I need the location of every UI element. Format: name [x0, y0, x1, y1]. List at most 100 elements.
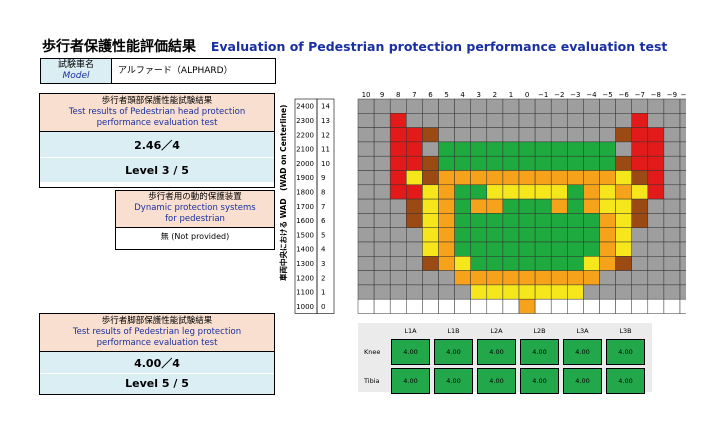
- grid-cell: [486, 213, 504, 228]
- grid-wad-label: 1500: [296, 231, 314, 239]
- grid-cell: [663, 170, 681, 186]
- leg-col-header: L3A: [576, 327, 589, 335]
- grid-cell: [389, 227, 407, 243]
- grid-cell: [357, 256, 375, 271]
- grid-cell: [534, 113, 552, 128]
- grid-cell: [389, 256, 407, 271]
- grid-cell: [550, 284, 568, 300]
- grid-cell: [422, 170, 439, 186]
- grid-cell: [647, 213, 665, 228]
- grid-col-label: 6: [428, 91, 433, 99]
- grid-cell: [502, 184, 520, 200]
- leg-col-header: L3B: [619, 327, 632, 335]
- grid-cell: [550, 155, 568, 171]
- grid-cell: [422, 298, 439, 314]
- grid-cell: [373, 213, 391, 228]
- grid-cell: [615, 213, 632, 228]
- grid-cell: [615, 141, 632, 157]
- grid-cell: [502, 127, 520, 143]
- title-en: Evaluation of Pedestrian protection perf…: [210, 39, 668, 54]
- grid-col-label: −1: [538, 91, 548, 99]
- grid-cell: [389, 213, 407, 228]
- grid-cell: [567, 227, 584, 243]
- grid-cell: [486, 256, 504, 271]
- grid-cell: [422, 155, 439, 171]
- grid-cell: [406, 155, 423, 171]
- grid-cell: [422, 184, 439, 200]
- grid-cell: [438, 256, 455, 271]
- leg-cell: 4.00: [477, 368, 516, 394]
- dynamic-protection-value: 無 (Not provided): [160, 232, 230, 241]
- grid-col-label: −10: [681, 91, 686, 99]
- grid-col-label: −8: [651, 91, 661, 99]
- grid-cell: [679, 184, 686, 200]
- grid-cell: [422, 284, 439, 300]
- grid-cell: [486, 155, 504, 171]
- grid-cell: [663, 298, 681, 314]
- grid-cell: [599, 184, 616, 200]
- grid-cell: [454, 141, 471, 157]
- grid-cell: [438, 298, 455, 314]
- grid-row-column: [316, 98, 335, 314]
- dynamic-protection-title-en-1: Dynamic protection systems: [134, 203, 256, 213]
- grid-cell: [373, 298, 391, 314]
- grid-cell: [615, 170, 632, 186]
- grid-cell: [454, 284, 471, 300]
- grid-cell: [679, 127, 686, 143]
- grid-cell: [567, 98, 584, 114]
- grid-cell: [583, 284, 600, 300]
- grid-col-label: −6: [618, 91, 629, 99]
- grid-cell: [583, 227, 600, 243]
- grid-cell: [357, 227, 375, 243]
- grid-row-label: 1: [321, 289, 325, 297]
- grid-col-label: −2: [554, 91, 564, 99]
- grid-cell: [406, 198, 423, 214]
- grid-cell: [422, 127, 439, 143]
- grid-cell: [567, 113, 584, 128]
- dynamic-protection-title-en-2: for pedestrian: [165, 214, 225, 224]
- leg-test-score: 4.00／4: [40, 352, 274, 374]
- grid-cell: [486, 184, 504, 200]
- grid-row-label: 13: [321, 117, 330, 125]
- leg-test-title-jp: 歩行者脚部保護性能試験結果: [101, 316, 213, 326]
- grid-cell: [502, 256, 520, 271]
- grid-cell: [583, 256, 600, 271]
- leg-cell: 4.00: [606, 339, 645, 365]
- grid-cell: [357, 155, 375, 171]
- grid-cell: [679, 227, 686, 243]
- grid-cell: [615, 98, 632, 114]
- grid-cell: [486, 141, 504, 157]
- grid-cell: [470, 298, 488, 314]
- grid-cell: [518, 98, 536, 114]
- grid-cell: [647, 270, 665, 286]
- grid-cell: [373, 270, 391, 286]
- grid-cell: [422, 141, 439, 157]
- grid-cell: [663, 98, 681, 114]
- grid-cell: [518, 170, 536, 186]
- grid-cell: [454, 127, 471, 143]
- grid-cell: [357, 213, 375, 228]
- grid-cell: [534, 198, 552, 214]
- grid-row-label: 3: [321, 260, 325, 268]
- grid-cell: [518, 127, 536, 143]
- leg-cell: 4.00: [520, 339, 559, 365]
- grid-cell: [550, 170, 568, 186]
- leg-test-title-en-2: performance evaluation test: [96, 338, 218, 348]
- grid-cell: [502, 198, 520, 214]
- grid-cell: [357, 284, 375, 300]
- leg-row-label: Tibia: [364, 377, 380, 385]
- grid-cell: [438, 98, 455, 114]
- grid-axis-label: 車両中央における WAD (WAD on Centerline): [278, 105, 292, 281]
- head-test-level: Level 3 / 5: [125, 164, 189, 177]
- grid-col-label: 2: [493, 91, 497, 99]
- grid-cell: [583, 113, 600, 128]
- grid-cell: [534, 141, 552, 157]
- grid-cell: [534, 298, 552, 314]
- grid-cell: [406, 284, 423, 300]
- grid-cell: [486, 270, 504, 286]
- grid-cell: [502, 113, 520, 128]
- head-test-box: 歩行者頭部保護性能試験結果 Test results of Pedestrian…: [39, 93, 275, 188]
- head-test-score: 2.46／4: [40, 132, 274, 158]
- grid-cell: [647, 170, 665, 186]
- grid-cell: [389, 127, 407, 143]
